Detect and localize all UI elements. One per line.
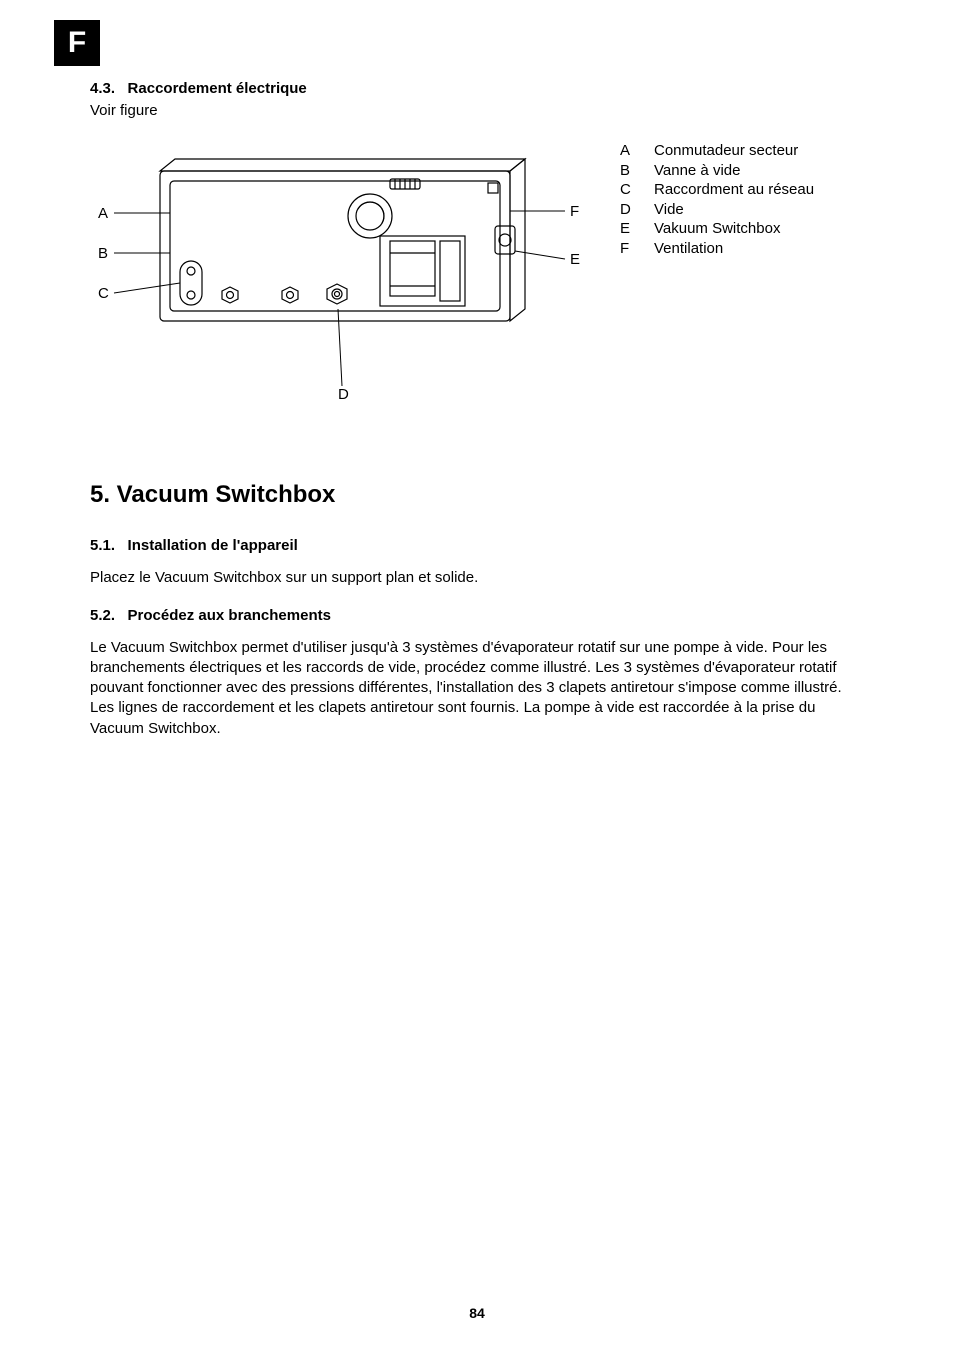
sec-title: Installation de l'appareil: [128, 537, 298, 554]
section-5-heading: 5. Vacuum Switchbox: [90, 481, 864, 509]
diagram-label-a: A: [98, 205, 108, 222]
section-5-1-heading: 5.1. Installation de l'appareil: [90, 537, 864, 554]
sec-5-1-body: Placez le Vacuum Switchbox sur un suppor…: [90, 568, 864, 588]
legend-key: C: [620, 180, 654, 200]
sec-title: Procédez aux branchements: [128, 607, 331, 624]
sec-5-2-body: Le Vacuum Switchbox permet d'utiliser ju…: [90, 638, 864, 739]
legend-val: Ventilation: [654, 239, 723, 259]
sec-4-3-sub: Voir figure: [90, 101, 864, 121]
legend-val: Conmutadeur secteur: [654, 141, 798, 161]
diagram-label-f: F: [570, 203, 579, 220]
legend-val: Vanne à vide: [654, 161, 740, 181]
diagram-area: A B C D F E AConmutadeur secteur BVanne …: [90, 141, 864, 401]
sec-num: 5.1.: [90, 537, 115, 554]
diagram-label-d: D: [338, 386, 349, 401]
legend-key: E: [620, 219, 654, 239]
sec-title: Raccordement électrique: [128, 80, 307, 97]
legend-val: Vide: [654, 200, 684, 220]
sec-num: 5.2.: [90, 607, 115, 624]
wiring-diagram: A B C D F E: [90, 141, 610, 401]
legend-key: D: [620, 200, 654, 220]
diagram-label-b: B: [98, 245, 108, 262]
diagram-legend: AConmutadeur secteur BVanne à vide CRacc…: [620, 141, 814, 258]
language-tab: F: [54, 20, 100, 66]
legend-key: A: [620, 141, 654, 161]
page-number: 84: [0, 1305, 954, 1321]
section-5-2-heading: 5.2. Procédez aux branchements: [90, 607, 864, 624]
diagram-label-e: E: [570, 251, 580, 268]
diagram-label-c: C: [98, 285, 109, 302]
legend-val: Raccordment au réseau: [654, 180, 814, 200]
sec-num: 4.3.: [90, 80, 115, 97]
legend-key: B: [620, 161, 654, 181]
legend-key: F: [620, 239, 654, 259]
legend-val: Vakuum Switchbox: [654, 219, 780, 239]
section-4-3-heading: 4.3. Raccordement électrique: [90, 80, 864, 97]
